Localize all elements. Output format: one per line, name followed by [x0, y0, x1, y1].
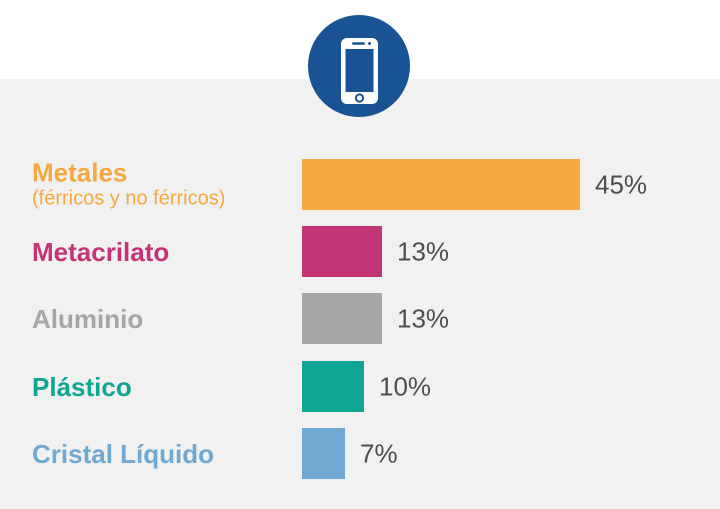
- category-title: Metales: [32, 157, 128, 187]
- bar-row-metales: Metales (férricos y no férricos) 45%: [0, 158, 720, 211]
- category-label-aluminio: Aluminio: [32, 305, 143, 333]
- bar-row-plastico: Plástico 10%: [0, 361, 720, 412]
- category-title: Cristal Líquido: [32, 438, 214, 469]
- category-label-metales: Metales (férricos y no férricos): [32, 158, 225, 211]
- bar-cristal-liquido: [302, 428, 345, 479]
- bar-row-cristal-liquido: Cristal Líquido 7%: [0, 428, 720, 479]
- category-label-plastico: Plástico: [32, 373, 132, 401]
- category-subtitle: (férricos y no férricos): [32, 187, 226, 209]
- category-label-cristal-liquido: Cristal Líquido: [32, 440, 214, 468]
- value-label-metales: 45%: [595, 169, 648, 199]
- value-label-cristal-liquido: 7%: [360, 438, 398, 468]
- bar-plastico: [302, 361, 364, 412]
- bar-row-metacrilato: Metacrilato 13%: [0, 226, 720, 277]
- smartphone-icon: [308, 15, 410, 117]
- category-label-metacrilato: Metacrilato: [32, 238, 169, 266]
- category-title: Plástico: [32, 371, 132, 402]
- bar-metacrilato: [302, 226, 382, 277]
- value-label-plastico: 10%: [379, 371, 432, 401]
- phone-circle-badge: [308, 15, 410, 117]
- category-title: Metacrilato: [32, 236, 170, 267]
- bar-aluminio: [302, 293, 382, 344]
- value-label-aluminio: 13%: [397, 303, 450, 333]
- bar-row-aluminio: Aluminio 13%: [0, 293, 720, 344]
- bar-metales: [302, 159, 580, 210]
- value-label-metacrilato: 13%: [397, 236, 450, 266]
- category-title: Aluminio: [32, 303, 144, 334]
